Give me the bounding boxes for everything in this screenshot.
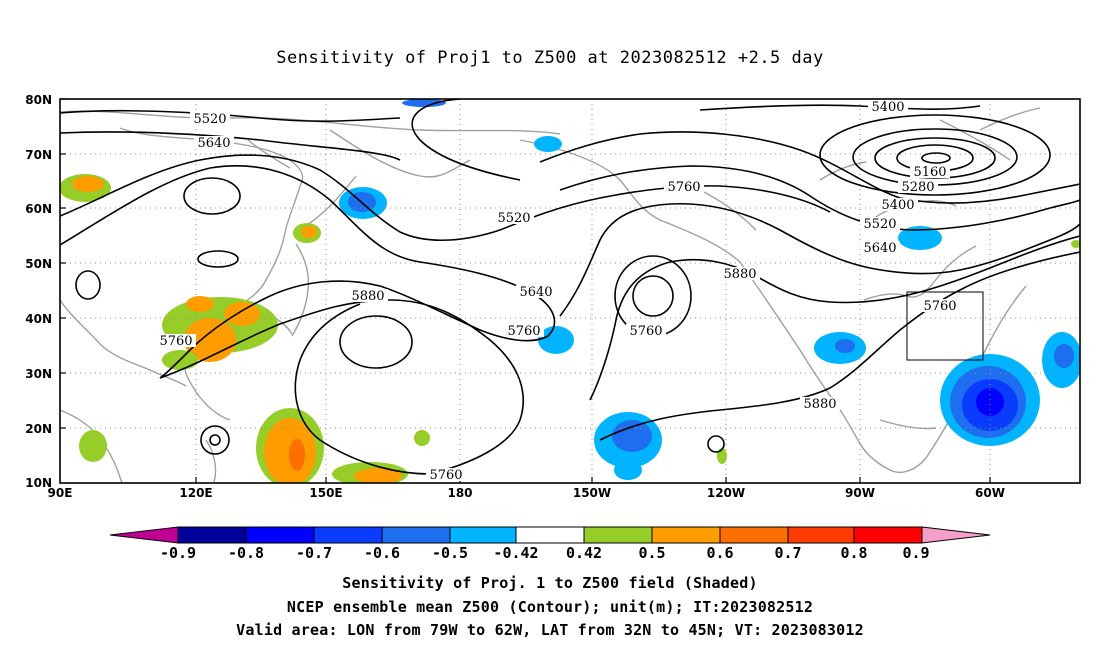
latitude-labels: 80N 70N 60N 50N 40N 30N 20N 10N: [25, 93, 52, 490]
z500-contours: [60, 99, 1080, 475]
contour-label: 5520: [860, 217, 900, 232]
svg-text:5760: 5760: [667, 180, 700, 195]
contour-label: 5880: [720, 267, 760, 282]
svg-text:5520: 5520: [497, 211, 530, 226]
svg-text:5640: 5640: [519, 285, 552, 300]
contour-label: 5640: [860, 241, 900, 256]
svg-text:5520: 5520: [863, 217, 896, 232]
contour-label: 5400: [878, 198, 918, 213]
longitude-labels: 90E 120E 150E 180 150W 120W 90W 60W: [48, 486, 1005, 500]
lat-label: 50N: [25, 257, 52, 271]
lat-label: 20N: [25, 422, 52, 436]
map-title: Sensitivity of Proj1 to Z500 at 20230825…: [276, 48, 824, 68]
contour-label: 5760: [626, 324, 666, 339]
svg-text:5880: 5880: [803, 397, 836, 412]
lat-label: 10N: [25, 476, 52, 490]
caption-line-2: NCEP ensemble mean Z500 (Contour); unit(…: [286, 598, 814, 616]
svg-text:5640: 5640: [197, 136, 230, 151]
lat-label: 40N: [25, 312, 52, 326]
svg-text:5400: 5400: [881, 198, 914, 213]
valid-area-box: [906, 291, 984, 361]
contour-label: 5760: [504, 324, 544, 339]
lat-label: 30N: [25, 367, 52, 381]
caption-line-3: Valid area: LON from 79W to 62W, LAT fro…: [236, 621, 864, 639]
lat-label: 80N: [25, 93, 52, 107]
lon-label: 180: [447, 486, 472, 500]
lat-label: 60N: [25, 202, 52, 216]
lon-label: 150W: [573, 486, 611, 500]
svg-text:5280: 5280: [901, 180, 934, 195]
contour-label: 5640: [194, 136, 234, 151]
contour-label: 5880: [348, 289, 388, 304]
svg-text:5400: 5400: [871, 100, 904, 115]
contour-label: 5280: [898, 180, 938, 195]
contour-label: 5520: [190, 112, 230, 127]
contour-label: 5880: [800, 397, 840, 412]
svg-text:5520: 5520: [193, 112, 226, 127]
svg-text:5760: 5760: [159, 334, 192, 349]
caption-line-1: Sensitivity of Proj. 1 to Z500 field (Sh…: [342, 574, 758, 592]
lon-label: 120E: [179, 486, 212, 500]
lon-label: 120W: [707, 486, 745, 500]
svg-text:5880: 5880: [351, 289, 384, 304]
contour-labels: 5400 5520 5640 5160 5280 5400 5520 5640 …: [156, 100, 960, 483]
lon-label: 90E: [48, 486, 73, 500]
svg-text:5760: 5760: [507, 324, 540, 339]
axis-ticks: [60, 98, 991, 483]
contour-label: 5760: [664, 180, 704, 195]
contour-label: 5760: [156, 334, 196, 349]
svg-text:5760: 5760: [629, 324, 662, 339]
contour-label: 5760: [920, 299, 960, 314]
lon-label: 90W: [845, 486, 875, 500]
contour-label: 5760: [426, 468, 466, 483]
svg-text:5640: 5640: [863, 241, 896, 256]
lon-label: 150E: [309, 486, 342, 500]
contour-label: 5520: [494, 211, 534, 226]
map-frame: [59, 98, 1081, 484]
svg-text:5880: 5880: [723, 267, 756, 282]
contour-label: 5640: [516, 285, 556, 300]
svg-text:5760: 5760: [429, 468, 462, 483]
contour-label: 5400: [868, 100, 908, 115]
lat-label: 70N: [25, 148, 52, 162]
contour-label: 5160: [910, 165, 950, 180]
lon-label: 60W: [975, 486, 1005, 500]
svg-text:5160: 5160: [913, 165, 946, 180]
graticule: [60, 99, 1080, 483]
svg-text:5760: 5760: [923, 299, 956, 314]
